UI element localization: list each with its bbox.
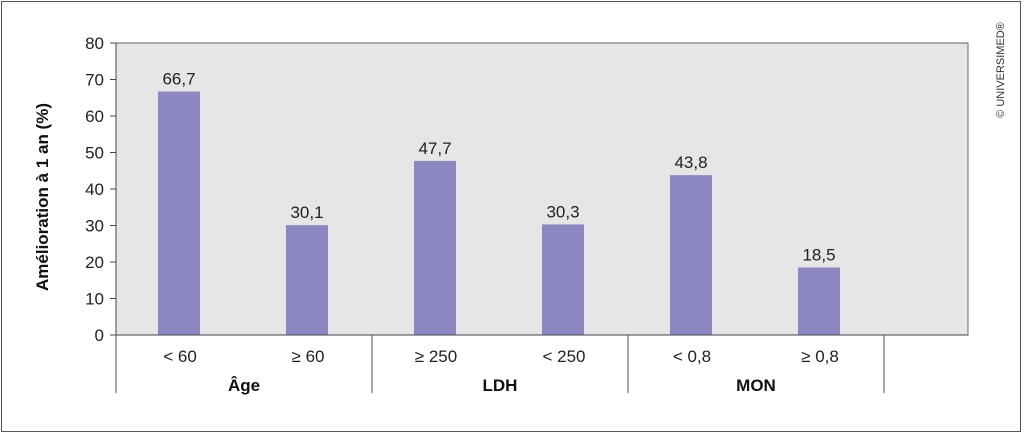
bar-value-label: 30,1 bbox=[290, 203, 323, 222]
y-tick-label: 70 bbox=[85, 71, 104, 90]
bar bbox=[798, 267, 840, 335]
bar bbox=[158, 91, 200, 335]
bar-value-label: 43,8 bbox=[674, 153, 707, 172]
y-tick-label: 80 bbox=[85, 34, 104, 53]
x-tick-label: < 60 bbox=[163, 347, 197, 366]
y-tick-label: 60 bbox=[85, 107, 104, 126]
bar bbox=[414, 160, 456, 335]
x-tick-label: ≥ 250 bbox=[415, 347, 457, 366]
bar-value-label: 18,5 bbox=[802, 245, 835, 264]
bars: 66,7 30,1 47,7 30,3 43,8 18,5 bbox=[158, 70, 840, 335]
bar bbox=[670, 175, 712, 335]
y-tick-label: 40 bbox=[85, 180, 104, 199]
group-label: Âge bbox=[228, 376, 260, 395]
x-tick-label: < 250 bbox=[542, 347, 585, 366]
group-label: MON bbox=[736, 376, 776, 395]
bar bbox=[542, 224, 584, 335]
x-tick-label: < 0,8 bbox=[673, 347, 711, 366]
y-tick-label: 10 bbox=[85, 290, 104, 309]
x-tick-label: ≥ 0,8 bbox=[801, 347, 839, 366]
bar bbox=[286, 225, 328, 335]
y-tick-label: 30 bbox=[85, 217, 104, 236]
group-label: LDH bbox=[483, 376, 518, 395]
y-tick-label: 20 bbox=[85, 253, 104, 272]
bar-value-label: 66,7 bbox=[162, 70, 195, 89]
copyright-notice: © UNIVERSIMED® bbox=[995, 22, 1007, 118]
y-axis-label: Amélioration à 1 an (%) bbox=[33, 103, 52, 291]
bar-value-label: 47,7 bbox=[418, 139, 451, 158]
x-axis: < 60 ≥ 60 ≥ 250 < 250 < 0,8 ≥ 0,8 Âge LDH MON bbox=[115, 334, 968, 395]
y-tick-label: 0 bbox=[95, 326, 104, 345]
bar-value-label: 30,3 bbox=[546, 202, 579, 221]
y-tick-label: 50 bbox=[85, 144, 104, 163]
y-axis: 0 10 20 30 40 50 60 70 80 bbox=[85, 34, 117, 345]
x-tick-label: ≥ 60 bbox=[292, 347, 325, 366]
